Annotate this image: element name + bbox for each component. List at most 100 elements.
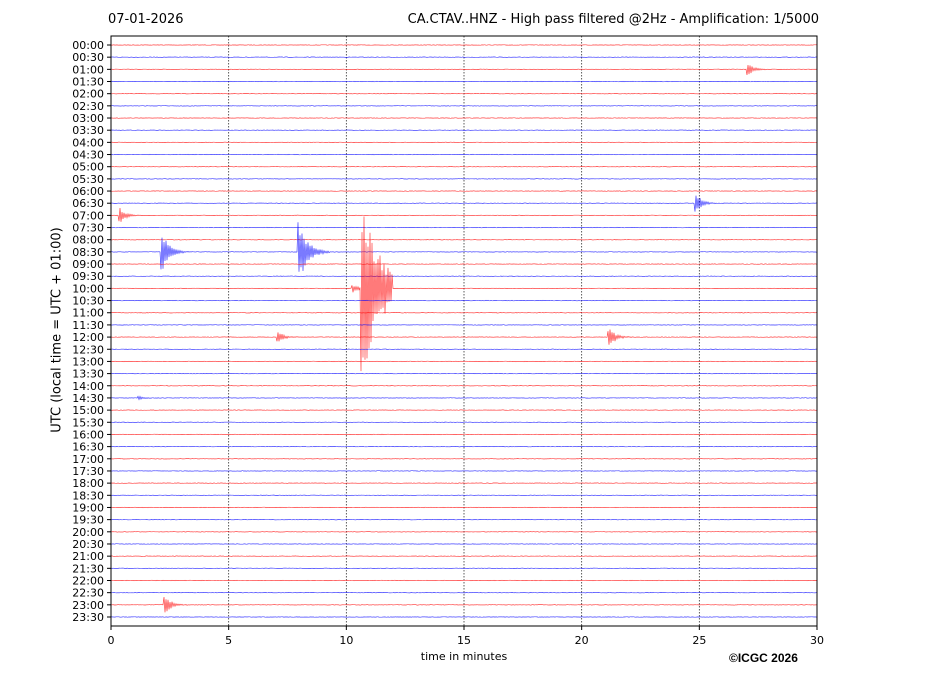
trace-2030 [110,543,818,545]
y-tick-label: 06:00 [72,185,104,198]
trace-1400 [110,385,818,387]
trace-0100 [110,64,818,76]
y-tick-label: 15:00 [72,404,104,417]
trace-1330 [110,372,818,375]
y-tick-label: 23:30 [72,611,104,624]
trace-0200 [110,93,818,95]
trace-1430 [110,395,818,401]
y-tick-label: 16:00 [72,428,104,441]
y-tick-label: 05:30 [72,173,104,186]
trace-1000 [110,216,818,372]
trace-2130 [110,567,818,569]
y-tick-label: 21:00 [72,550,104,563]
y-tick-label: 08:30 [72,246,104,259]
trace-1900 [110,506,818,509]
y-tick-label: 05:00 [72,161,104,174]
y-tick-label: 23:00 [72,599,104,612]
trace-1630 [110,446,817,448]
y-tick-label: 22:00 [72,574,104,587]
y-tick-label: 10:30 [72,295,104,308]
trace-1100 [110,312,817,314]
y-tick-label: 20:00 [72,526,104,539]
y-tick-label: 03:30 [72,124,104,137]
y-tick-label: 14:00 [72,380,104,393]
trace-1730 [110,470,818,472]
trace-1930 [110,519,818,521]
y-tick-label: 15:30 [72,416,104,429]
x-tick-label: 10 [339,634,353,647]
trace-2300 [110,596,818,613]
x-tick-label: 25 [692,634,706,647]
trace-0800 [110,239,817,241]
y-tick-label: 17:00 [72,453,104,466]
y-tick-label: 10:00 [72,282,104,295]
trace-1530 [110,421,817,423]
y-tick-label: 09:30 [72,270,104,283]
trace-0330 [110,129,818,131]
y-tick-label: 04:30 [72,149,104,162]
date-label: 07-01-2026 [108,12,184,27]
trace-0230 [110,105,818,107]
y-tick-label: 17:30 [72,465,104,478]
y-tick-label: 04:00 [72,136,104,149]
x-tick-label: 30 [810,634,824,647]
y-tick-label: 19:00 [72,501,104,514]
trace-0030 [110,56,818,58]
trace-1230 [110,348,818,350]
trace-1830 [110,494,818,496]
x-axis-label: time in minutes [420,650,508,663]
trace-1130 [110,324,818,326]
y-tick-label: 21:30 [72,562,104,575]
trace-2230 [110,592,818,594]
y-tick-label: 09:00 [72,258,104,271]
y-tick-label: 02:30 [72,100,104,113]
y-tick-label: 11:30 [72,319,104,332]
trace-1600 [111,433,817,436]
trace-2200 [110,579,818,582]
x-tick-label: 5 [225,634,232,647]
y-tick-label: 16:30 [72,441,104,454]
trace-2100 [110,555,818,557]
y-tick-label: 01:30 [72,76,104,89]
trace-0400 [110,141,818,144]
trace-0530 [110,178,818,180]
trace-1500 [110,409,818,411]
y-tick-label: 18:30 [72,489,104,502]
y-tick-label: 06:30 [72,197,104,210]
trace-1300 [110,360,818,363]
y-tick-label: 13:00 [72,355,104,368]
y-tick-label: 02:00 [72,88,104,101]
trace-1700 [110,458,817,460]
trace-1200 [111,329,818,345]
y-tick-label: 11:00 [72,307,104,320]
y-tick-label: 18:00 [72,477,104,490]
x-tick-label: 20 [575,634,589,647]
trace-0700 [111,207,818,222]
trace-0500 [111,166,817,168]
y-tick-label: 01:00 [72,63,104,76]
y-tick-label: 00:30 [72,51,104,64]
y-tick-label: 12:30 [72,343,104,356]
trace-0600 [110,190,818,192]
x-tick-label: 15 [457,634,471,647]
y-tick-label: 20:30 [72,538,104,551]
y-tick-label: 13:30 [72,368,104,381]
copyright-label: ©ICGC 2026 [729,651,798,665]
chart-title: CA.CTAV..HNZ - High pass filtered @2Hz -… [407,12,819,27]
y-tick-label: 08:00 [72,234,104,247]
trace-0300 [111,117,818,119]
y-tick-label: 22:30 [72,587,104,600]
x-tick-label: 0 [108,634,115,647]
y-tick-label: 07:30 [72,222,104,235]
y-tick-label: 03:00 [72,112,104,125]
y-tick-label: 12:00 [72,331,104,344]
trace-2000 [111,531,818,533]
trace-0630 [110,195,817,212]
trace-0730 [110,226,818,229]
y-tick-label: 19:30 [72,514,104,527]
trace-1030 [110,299,817,302]
trace-1800 [110,482,818,484]
y-tick-label: 14:30 [72,392,104,405]
trace-0900 [110,263,818,265]
